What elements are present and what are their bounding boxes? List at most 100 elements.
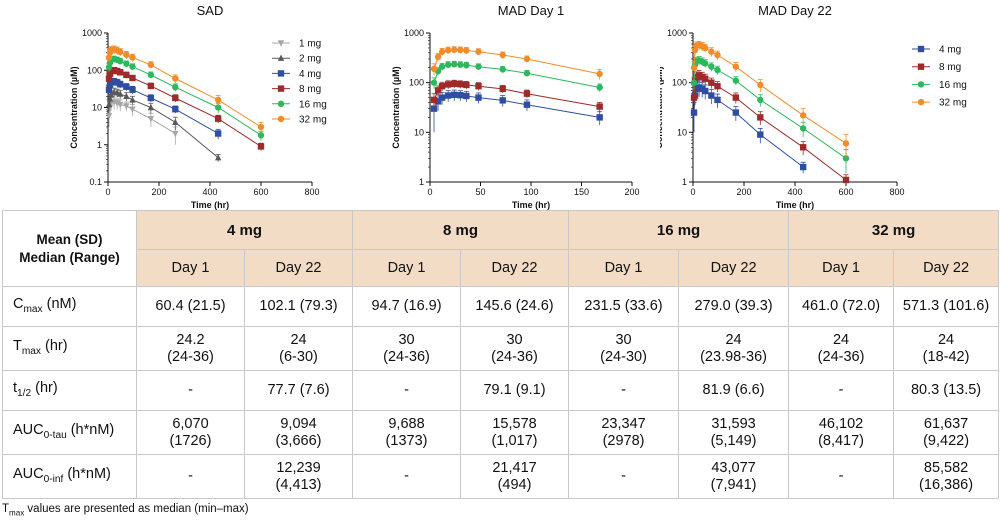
data-point: [714, 96, 721, 104]
cell-value: 24.2: [176, 331, 205, 348]
cell-value: 102.1 (79.3): [259, 298, 338, 314]
table-cell: 21,417 (494): [460, 454, 570, 499]
cell-range: (8,417): [818, 432, 865, 449]
data-point: [708, 48, 715, 55]
cell-range: (5,149): [710, 432, 757, 449]
legend-label: 8 mg: [299, 84, 321, 95]
table-cell: 24 (6-30): [243, 326, 354, 371]
x-tick-label: 100: [523, 187, 538, 197]
data-point: [714, 82, 721, 90]
data-point: [147, 94, 155, 102]
cell-value: 24: [725, 331, 742, 348]
cell-range: (23.98-36): [700, 348, 767, 365]
cell-value: 12,239: [276, 459, 321, 476]
x-tick-label: 200: [736, 187, 751, 197]
series-8-mg: [105, 66, 265, 151]
data-point: [147, 82, 155, 90]
data-point: [708, 79, 715, 86]
legend-entry: 16 mg: [272, 99, 327, 110]
data-point: [117, 48, 124, 56]
row-header-main: C: [13, 295, 24, 312]
data-point: [732, 94, 740, 101]
table-cell: 12,239 (4,413): [243, 454, 354, 499]
x-tick-label: 150: [574, 187, 589, 197]
data-point: [430, 65, 438, 73]
cell-value: 145.6 (24.6): [475, 298, 554, 314]
table-cell: 30 (24-30): [568, 326, 680, 371]
table-row: AUC0-inf (h*nM) - 12,239 (4,413) - 21,417 (494…: [2, 454, 1000, 499]
data-point: [214, 104, 222, 111]
table-cell: 461.0 (72.0): [788, 286, 895, 327]
cell-value: 80.3 (13.5): [910, 382, 982, 398]
data-point: [596, 84, 603, 91]
data-point: [714, 51, 721, 59]
data-point: [463, 81, 470, 89]
data-point: [438, 63, 446, 70]
y-tick-label: 1000: [82, 28, 102, 38]
data-point: [129, 106, 136, 113]
data-point: [457, 61, 464, 68]
data-point: [257, 132, 265, 139]
data-point: [147, 61, 155, 69]
table-cell: 85,582 (16,386): [893, 454, 1000, 499]
data-point: [463, 92, 470, 100]
table-cell: -: [788, 454, 895, 499]
data-point: [107, 91, 115, 98]
data-point: [523, 70, 531, 77]
row-header-main: AUC: [13, 465, 44, 482]
data-point: [451, 80, 458, 87]
x-tick-label: 50: [475, 187, 485, 197]
data-point: [214, 130, 222, 137]
cell-range: (1373): [385, 432, 428, 449]
data-point: [434, 53, 442, 61]
data-point: [799, 163, 807, 171]
data-point: [799, 125, 807, 132]
cell-value: -: [621, 382, 626, 398]
cell-value: 461.0 (72.0): [801, 298, 881, 314]
cell-range: (1,017): [491, 432, 538, 449]
cell-range: (9,422): [923, 432, 970, 449]
row-header-unit: (h*nM): [66, 421, 115, 438]
table-cell: -: [568, 454, 680, 499]
y-tick-label: 0.1: [89, 177, 102, 187]
cell-value: 571.3 (101.6): [902, 298, 990, 314]
cell-value: -: [621, 468, 626, 484]
legend-label: 32 mg: [939, 98, 967, 109]
data-point: [434, 87, 442, 94]
data-point: [451, 61, 458, 68]
y-tick-label: 1: [97, 140, 102, 150]
row-header: t1/2 (hr): [2, 370, 137, 411]
cell-value: 30: [506, 331, 523, 348]
table-body: Cmax (nM) 60.4 (21.5) 102.1 (79.3) 94.7 (16…: [2, 286, 1000, 499]
data-point: [129, 54, 136, 61]
table-cell: 94.7 (16.9): [352, 286, 462, 327]
x-tick-label: 800: [889, 187, 904, 197]
cell-value: 15,578: [492, 415, 537, 432]
data-point: [499, 85, 506, 93]
cell-value: 21,417: [492, 459, 537, 476]
data-point: [129, 86, 136, 93]
footnote-t: T: [2, 503, 10, 515]
series-line: [693, 86, 804, 168]
data-point: [117, 101, 124, 109]
data-point: [123, 103, 130, 110]
data-point: [917, 98, 925, 106]
data-point: [214, 115, 222, 122]
data-point: [277, 40, 285, 47]
data-point: [917, 81, 925, 88]
footnote: Tmax values are presented as median (min…: [2, 503, 249, 517]
x-tick-label: 0: [105, 187, 110, 197]
x-axis-label: Time (hr): [776, 200, 814, 210]
y-axis-label: Concentration (µM): [660, 66, 664, 148]
table-cell: 9,094 (3,666): [243, 410, 354, 455]
data-point: [444, 81, 452, 88]
cell-range: (494): [497, 476, 532, 493]
data-point: [123, 92, 130, 99]
data-point: [732, 77, 740, 84]
dose-header: 4 mg: [135, 210, 354, 250]
data-point: [106, 95, 114, 102]
series-line: [108, 101, 176, 134]
data-point: [842, 176, 850, 184]
data-point: [799, 112, 807, 119]
table-cell: 145.6 (24.6): [460, 286, 570, 327]
